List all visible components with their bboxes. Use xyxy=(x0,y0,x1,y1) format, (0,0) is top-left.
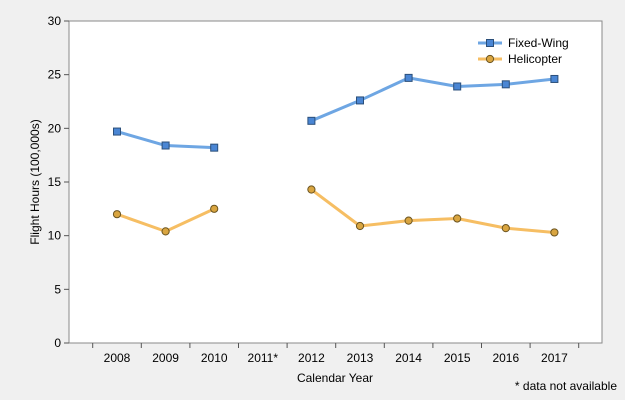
series-line xyxy=(310,188,555,234)
legend-marker xyxy=(485,54,495,64)
data-point xyxy=(113,127,121,136)
x-tick-label: 2009 xyxy=(152,351,179,365)
x-axis: 2008 2009 2010 2011* 2012 2013 2014 2015 2016 201… xyxy=(92,343,580,365)
data-point xyxy=(501,224,510,233)
x-tick-label: 2014 xyxy=(395,351,422,365)
y-tick-label: 25 xyxy=(48,68,62,82)
data-point xyxy=(210,204,219,213)
x-tick-label: 2016 xyxy=(492,351,519,365)
data-point xyxy=(161,141,170,150)
series-fixed-wing xyxy=(113,73,559,152)
legend-label: Helicopter xyxy=(508,52,562,66)
series-layer xyxy=(112,73,559,237)
data-point xyxy=(161,227,170,236)
legend: Fixed-Wing Helicopter xyxy=(478,36,569,66)
x-axis-title: Calendar Year xyxy=(297,371,373,385)
data-point xyxy=(453,82,462,91)
data-point xyxy=(550,228,559,237)
x-tick-label: 2012 xyxy=(298,351,325,365)
series-helicopter xyxy=(112,185,559,237)
data-point xyxy=(404,216,413,225)
data-point xyxy=(404,73,413,82)
y-tick-label: 30 xyxy=(48,14,62,28)
data-point xyxy=(355,221,365,231)
series-line xyxy=(310,76,555,123)
footnote: * data not available xyxy=(515,379,617,393)
data-point xyxy=(112,210,122,219)
data-point xyxy=(307,185,316,194)
y-tick-label: 5 xyxy=(54,282,61,296)
y-tick-label: 20 xyxy=(48,121,62,135)
x-tick-label: 2008 xyxy=(104,351,131,365)
y-axis-title: Flight Hours (100,000s) xyxy=(28,119,42,244)
data-point xyxy=(356,96,364,105)
plot-area xyxy=(68,20,603,344)
data-point xyxy=(453,214,462,223)
data-point xyxy=(307,116,316,125)
data-point xyxy=(210,143,219,152)
y-tick-label: 0 xyxy=(54,336,61,350)
x-tick-label: 2013 xyxy=(347,351,374,365)
x-tick-label: 2010 xyxy=(201,351,228,365)
x-tick-label: 2015 xyxy=(444,351,471,365)
y-tick-label: 10 xyxy=(48,229,62,243)
x-tick-label: 2011* xyxy=(248,351,279,365)
legend-label: Fixed-Wing xyxy=(508,36,569,50)
data-point xyxy=(501,80,510,89)
y-tick-label: 15 xyxy=(48,175,62,189)
legend-marker xyxy=(486,39,494,47)
data-point xyxy=(550,74,559,83)
y-axis: 0 5 10 15 20 25 30 xyxy=(48,14,69,350)
x-tick-label: 2017 xyxy=(541,351,568,365)
